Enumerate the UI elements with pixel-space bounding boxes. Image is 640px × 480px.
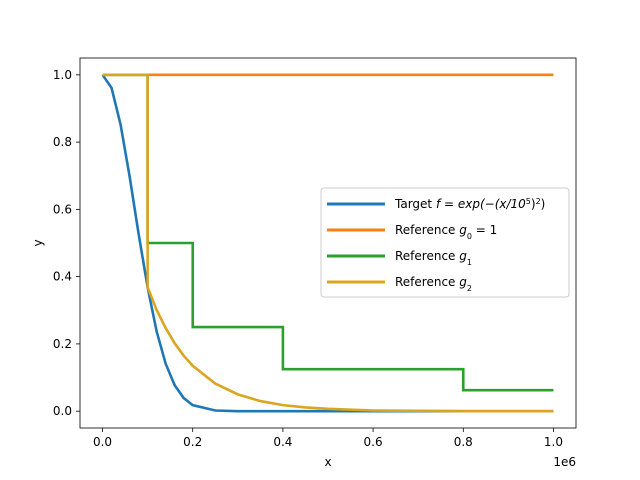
y-tick-label: 1.0	[53, 68, 72, 82]
y-tick-label: 0.4	[53, 270, 72, 284]
y-tick-label: 0.0	[53, 404, 72, 418]
x-tick-label: 0.0	[93, 435, 112, 449]
legend-box	[320, 187, 570, 298]
y-axis-label: y	[31, 239, 45, 246]
x-axis-offset-label: 1e6	[553, 455, 576, 469]
x-tick-label: 1.0	[544, 435, 563, 449]
plot-lines	[101, 73, 554, 413]
series-g2-line	[102, 73, 554, 413]
x-tick-label: 0.4	[273, 435, 292, 449]
x-axis-label: x	[324, 455, 331, 469]
axes-frame	[79, 57, 577, 429]
legend-label-g2: Reference g2	[395, 275, 472, 293]
y-tick-label: 0.2	[53, 337, 72, 351]
y-tick-label: 0.8	[53, 135, 72, 149]
legend: Target f = exp(−(x/105)2) Reference g0 =…	[320, 187, 570, 298]
x-axis-ticks: 0.0 0.2 0.4 0.6 0.8 1.0	[93, 428, 563, 449]
legend-label-target: Target f = exp(−(x/105)2)	[394, 197, 545, 212]
legend-label-g1: Reference g1	[395, 249, 472, 267]
y-tick-label: 0.6	[53, 202, 72, 216]
y-axis-ticks: 0.0 0.2 0.4 0.6 0.8 1.0	[53, 68, 80, 418]
x-tick-label: 0.6	[364, 435, 383, 449]
x-tick-label: 0.8	[454, 435, 473, 449]
x-tick-label: 0.2	[183, 435, 202, 449]
legend-label-g0: Reference g0 = 1	[395, 223, 497, 241]
